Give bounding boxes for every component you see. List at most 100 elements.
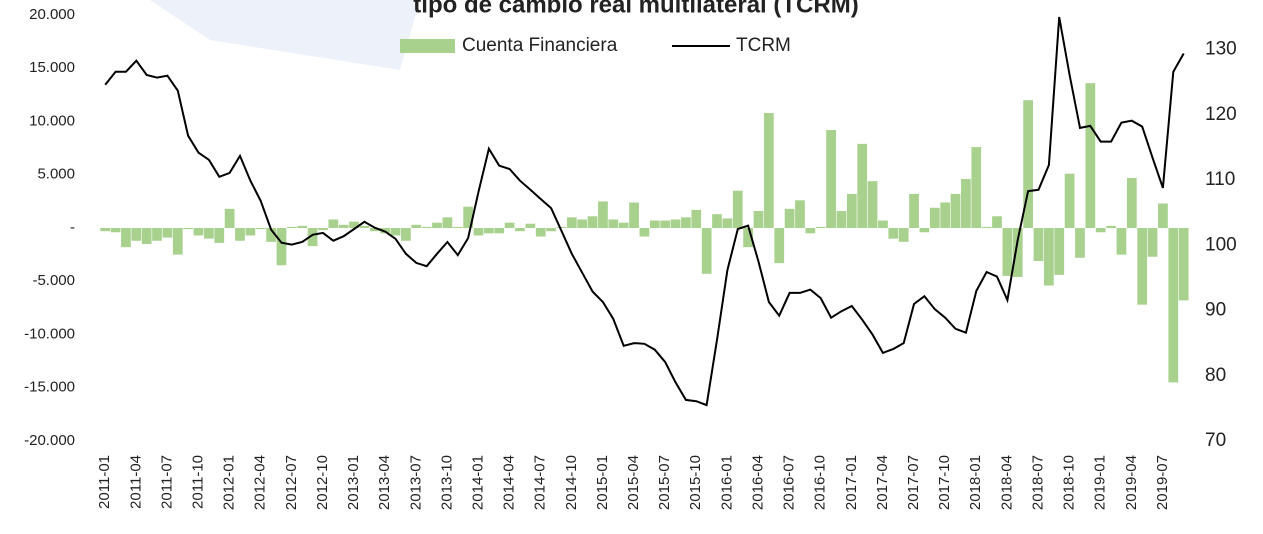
bar xyxy=(774,228,785,264)
bar xyxy=(473,228,484,236)
bar xyxy=(535,228,546,237)
line xyxy=(104,16,1185,407)
bar xyxy=(131,228,142,241)
y2-tick-label: 110 xyxy=(1205,169,1235,190)
bar xyxy=(494,228,505,234)
x-tick-label: 2018-07 xyxy=(1029,455,1046,510)
bar xyxy=(826,130,836,228)
bar xyxy=(867,181,878,228)
bar xyxy=(369,228,380,232)
x-tick-label: 2011-10 xyxy=(189,455,206,509)
bar xyxy=(307,228,318,247)
bar xyxy=(546,228,556,232)
x-tick-label: 2012-01 xyxy=(221,455,238,510)
bar xyxy=(1095,228,1106,233)
bar xyxy=(566,217,577,228)
bar xyxy=(204,228,214,239)
bar xyxy=(1126,177,1137,228)
x-tick-label: 2018-10 xyxy=(1061,455,1078,510)
x-tick-label: 2015-01 xyxy=(594,455,611,510)
bar xyxy=(349,221,359,228)
bar xyxy=(1033,228,1044,262)
bar xyxy=(784,208,795,228)
x-tick-label: 2013-07 xyxy=(407,455,424,510)
bar xyxy=(743,228,753,248)
bar xyxy=(411,224,422,228)
bar xyxy=(857,143,868,228)
x-tick-label: 2013-04 xyxy=(376,455,393,510)
x-tick-label: 2016-07 xyxy=(781,455,798,510)
bar xyxy=(556,226,567,228)
bar xyxy=(152,228,162,241)
bar xyxy=(608,219,619,228)
y2-tick-label: 100 xyxy=(1205,234,1237,255)
y2-tick-label: 130 xyxy=(1205,39,1237,60)
x-tick-label: 2011-07 xyxy=(158,455,175,509)
bar xyxy=(961,179,971,228)
y-tick-label: 10.000 xyxy=(29,112,75,129)
bar xyxy=(1012,228,1023,277)
bar xyxy=(245,228,256,236)
x-tick-label: 2012-07 xyxy=(283,455,300,510)
bar xyxy=(328,219,339,228)
bar xyxy=(318,228,328,231)
x-tick-label: 2017-07 xyxy=(905,455,922,510)
bar xyxy=(224,208,235,228)
bar xyxy=(1137,228,1148,305)
x-tick-label: 2012-10 xyxy=(314,455,331,510)
bar xyxy=(815,226,826,228)
x-tick-label: 2011-01 xyxy=(96,455,113,509)
bar xyxy=(878,220,888,228)
x-tick-label: 2016-10 xyxy=(812,455,829,510)
bar xyxy=(1043,228,1054,286)
x-tick-label: 2014-01 xyxy=(469,455,486,510)
x-tick-label: 2014-10 xyxy=(563,455,580,510)
bar xyxy=(929,207,940,228)
bar xyxy=(1168,228,1179,383)
bar xyxy=(587,216,598,228)
y-tick-label: -10.000 xyxy=(24,325,75,342)
bar xyxy=(1064,173,1075,228)
x-tick-label: 2017-01 xyxy=(843,455,860,510)
bar xyxy=(515,228,525,232)
bar xyxy=(504,222,515,228)
bar xyxy=(712,214,722,228)
bar xyxy=(670,219,681,228)
bar xyxy=(1002,228,1013,276)
x-tick-label: 2019-04 xyxy=(1123,455,1140,510)
x-tick-label: 2017-10 xyxy=(936,455,953,510)
x-tick-label: 2018-04 xyxy=(998,455,1015,510)
bar xyxy=(639,228,650,237)
bar xyxy=(888,228,899,239)
bar xyxy=(732,190,743,228)
x-tick-label: 2015-07 xyxy=(656,455,673,510)
bar xyxy=(463,206,474,228)
bar xyxy=(390,228,401,236)
bar xyxy=(992,216,1002,228)
legend-label: TCRM xyxy=(736,35,791,56)
bar xyxy=(183,228,194,230)
y-tick-label: 15.000 xyxy=(29,59,75,76)
bar xyxy=(1085,83,1096,228)
bar xyxy=(691,209,702,228)
bar xyxy=(401,228,411,241)
x-tick-label: 2016-01 xyxy=(718,455,735,510)
bar xyxy=(286,226,297,228)
bar xyxy=(1075,228,1085,258)
y2-tick-label: 120 xyxy=(1205,104,1237,125)
bar xyxy=(629,202,639,228)
x-tick-label: 2014-04 xyxy=(501,455,518,510)
y2-tick-label: 80 xyxy=(1205,365,1226,386)
bar xyxy=(121,228,131,248)
x-tick-label: 2015-10 xyxy=(687,455,704,510)
bar xyxy=(1106,225,1116,228)
bar xyxy=(110,228,121,233)
watermark xyxy=(150,0,420,70)
bar xyxy=(276,228,287,266)
bar xyxy=(898,228,909,242)
y-tick-label: 20.000 xyxy=(29,6,75,23)
bar xyxy=(1116,228,1127,255)
bar xyxy=(577,219,588,228)
x-tick-label: 2012-04 xyxy=(252,455,269,510)
